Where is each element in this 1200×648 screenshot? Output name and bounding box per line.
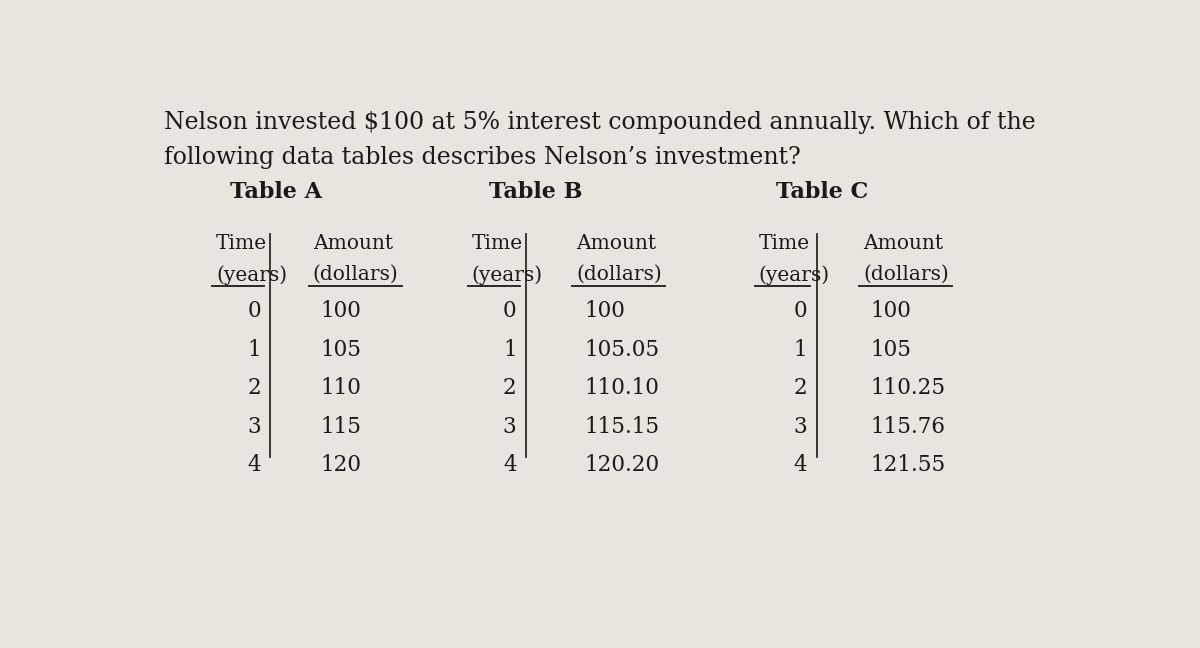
Text: 110.25: 110.25 xyxy=(871,377,946,399)
Text: Amount: Amount xyxy=(313,234,392,253)
Text: 100: 100 xyxy=(320,300,361,322)
Text: Table A: Table A xyxy=(230,181,322,203)
Text: 0: 0 xyxy=(503,300,516,322)
Text: 3: 3 xyxy=(793,415,808,437)
Text: 1: 1 xyxy=(503,338,516,360)
Text: 105: 105 xyxy=(320,338,361,360)
Text: Time: Time xyxy=(472,234,523,253)
Text: 115: 115 xyxy=(320,415,361,437)
Text: 4: 4 xyxy=(503,454,516,476)
Text: 100: 100 xyxy=(871,300,912,322)
Text: Nelson invested $100 at 5% interest compounded annually. Which of the: Nelson invested $100 at 5% interest comp… xyxy=(164,111,1036,134)
Text: 1: 1 xyxy=(793,338,808,360)
Text: 115.76: 115.76 xyxy=(871,415,946,437)
Text: Table C: Table C xyxy=(776,181,869,203)
Text: 3: 3 xyxy=(247,415,260,437)
Text: (dollars): (dollars) xyxy=(863,265,949,284)
Text: Amount: Amount xyxy=(863,234,943,253)
Text: Time: Time xyxy=(758,234,810,253)
Text: Table B: Table B xyxy=(488,181,582,203)
Text: 110: 110 xyxy=(320,377,361,399)
Text: 2: 2 xyxy=(793,377,808,399)
Text: 0: 0 xyxy=(793,300,808,322)
Text: 100: 100 xyxy=(584,300,625,322)
Text: 115.15: 115.15 xyxy=(584,415,659,437)
Text: 4: 4 xyxy=(793,454,808,476)
Text: 4: 4 xyxy=(247,454,260,476)
Text: 2: 2 xyxy=(247,377,260,399)
Text: Time: Time xyxy=(216,234,266,253)
Text: 120: 120 xyxy=(320,454,361,476)
Text: 120.20: 120.20 xyxy=(584,454,659,476)
Text: Amount: Amount xyxy=(576,234,656,253)
Text: 105.05: 105.05 xyxy=(584,338,659,360)
Text: 0: 0 xyxy=(247,300,260,322)
Text: 3: 3 xyxy=(503,415,516,437)
Text: (years): (years) xyxy=(216,265,287,284)
Text: 105: 105 xyxy=(871,338,912,360)
Text: (years): (years) xyxy=(472,265,542,284)
Text: 110.10: 110.10 xyxy=(584,377,659,399)
Text: (years): (years) xyxy=(758,265,829,284)
Text: 2: 2 xyxy=(503,377,516,399)
Text: following data tables describes Nelson’s investment?: following data tables describes Nelson’s… xyxy=(164,146,800,168)
Text: 121.55: 121.55 xyxy=(871,454,946,476)
Text: (dollars): (dollars) xyxy=(576,265,662,284)
Text: 1: 1 xyxy=(247,338,260,360)
Text: (dollars): (dollars) xyxy=(313,265,398,284)
